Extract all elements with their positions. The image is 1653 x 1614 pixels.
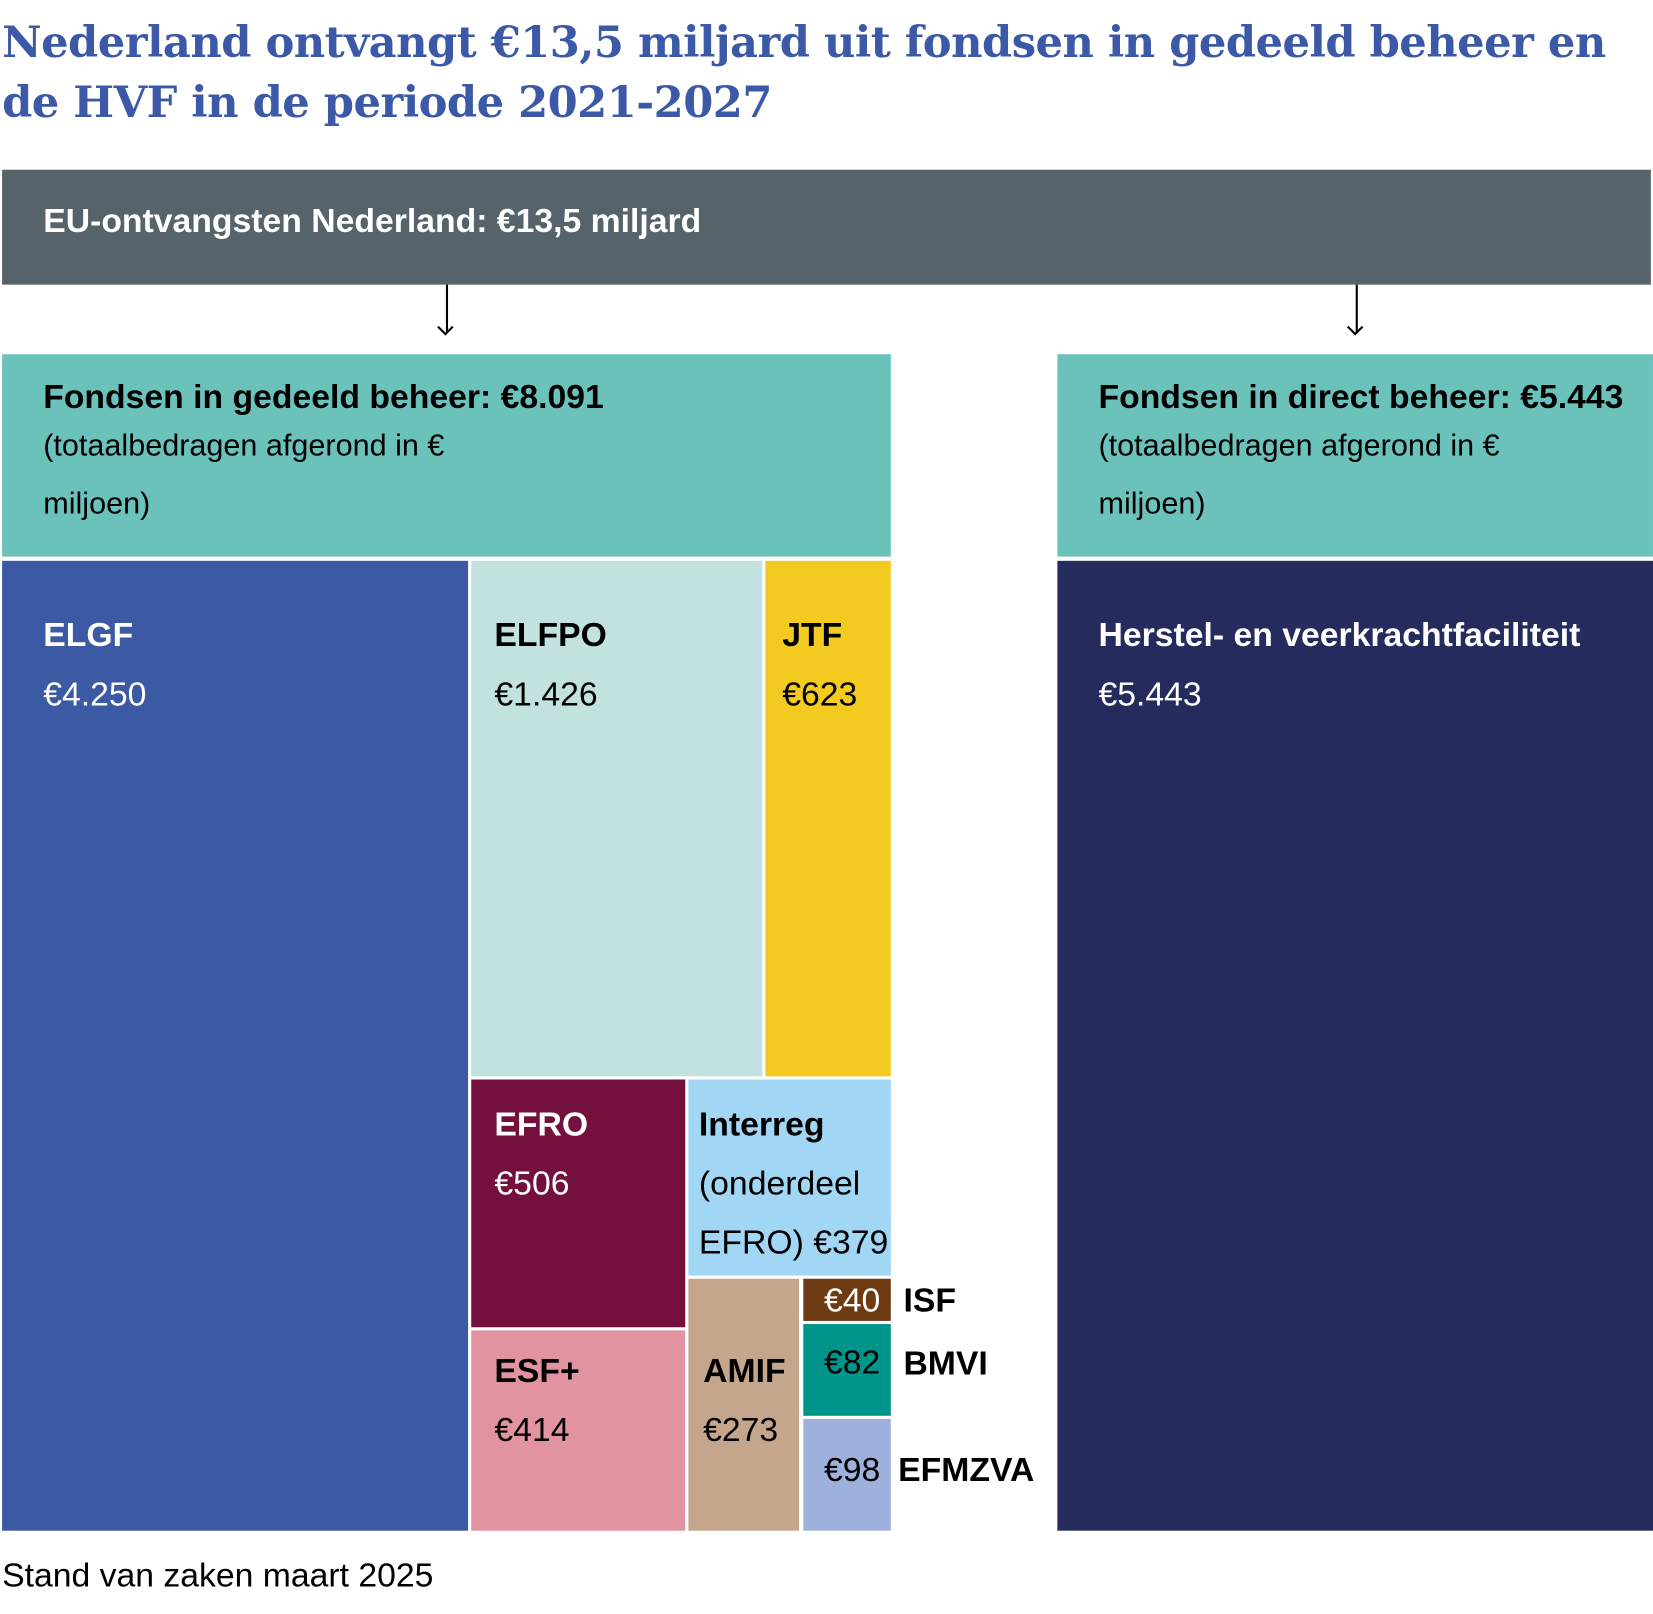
cell-name: ELGF	[43, 615, 134, 654]
cell-jtf: JTF €623	[765, 560, 891, 1077]
cell-elgf: ELGF €4.250	[2, 560, 469, 1531]
cell-value: €379	[813, 1222, 889, 1261]
cell-value: €40	[823, 1280, 881, 1319]
total-bar: EU-ontvangsten Nederland: €13,5 miljard	[2, 169, 1651, 285]
cell-value: €623	[782, 674, 858, 713]
cell-name: EFRO	[494, 1104, 589, 1143]
cell-amif: AMIF €273	[688, 1278, 800, 1531]
cell-name: ELFPO	[494, 615, 607, 654]
label-efmzva: EFMZVA	[898, 1450, 1035, 1489]
cell-interreg: Interreg (onderdeel EFRO) €379	[688, 1079, 891, 1276]
cell-esf-plus: ESF+ €414	[471, 1330, 686, 1531]
cell-elfpo: ELFPO €1.426	[471, 560, 763, 1077]
cell-value: €273	[703, 1410, 779, 1449]
cell-name: JTF	[782, 615, 843, 654]
group-header-direct: Fondsen in direct beheer: €5.443 (totaal…	[1057, 354, 1653, 557]
group-title: Fondsen in direct beheer: €5.443	[1098, 377, 1624, 416]
cell-name: AMIF	[703, 1351, 786, 1390]
cell-name: ESF+	[494, 1351, 580, 1390]
arrow-down-icon	[1355, 284, 1358, 334]
arrow-down-icon	[445, 284, 449, 334]
cell-value: €414	[494, 1410, 570, 1449]
cell-efro: EFRO €506	[471, 1079, 686, 1328]
cell-value: €5.443	[1098, 674, 1202, 713]
group-subtitle: (totaalbedragen afgerond in € miljoen)	[43, 429, 445, 521]
cell-name: Herstel- en veerkrachtfaciliteit	[1098, 615, 1581, 654]
cell-efmzva: €98	[803, 1418, 891, 1531]
group-subtitle: (totaalbedragen afgerond in € miljoen)	[1098, 429, 1500, 521]
cell-bmvi: €82	[803, 1324, 891, 1416]
cell-value: €1.426	[494, 674, 598, 713]
cell-isf: €40	[803, 1278, 891, 1321]
label-bmvi: BMVI	[903, 1344, 988, 1383]
cell-value: €98	[823, 1450, 881, 1489]
footnote: Stand van zaken maart 2025	[2, 1555, 434, 1594]
label-isf: ISF	[903, 1280, 956, 1319]
cell-value: €82	[823, 1343, 881, 1382]
cell-value: €4.250	[43, 674, 147, 713]
group-header-shared: Fondsen in gedeeld beheer: €8.091 (totaa…	[2, 354, 891, 557]
chart-title: Nederland ontvangt €13,5 miljard uit fon…	[2, 16, 1606, 128]
cell-value: €506	[494, 1163, 570, 1202]
cell-hvf: Herstel- en veerkrachtfaciliteit €5.443	[1057, 560, 1653, 1531]
cell-name: Interreg	[698, 1104, 825, 1143]
cell-subtitle: (onderdeel EFRO)	[698, 1163, 861, 1261]
group-title: Fondsen in gedeeld beheer: €8.091	[43, 377, 604, 416]
